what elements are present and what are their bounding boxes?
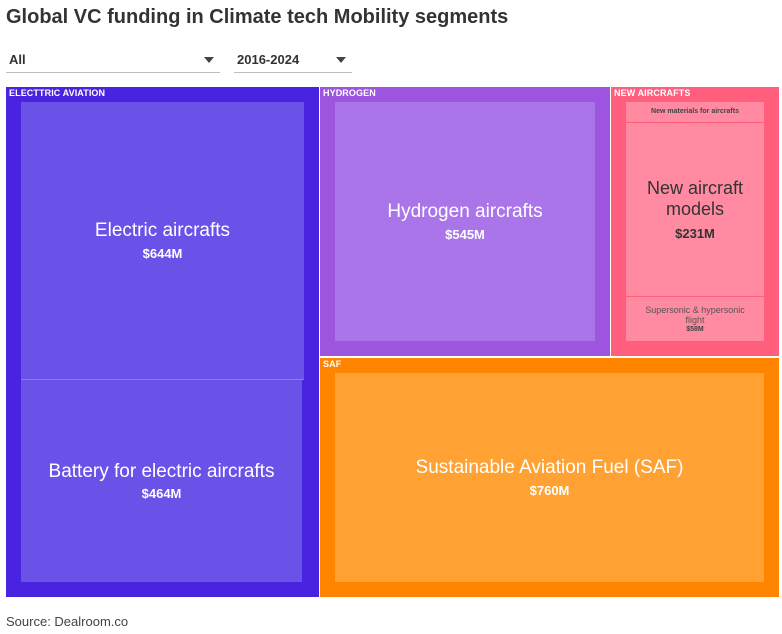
leaf-divider: [21, 379, 304, 380]
source-note: Source: Dealroom.co: [6, 614, 129, 629]
group-label: ELECTTRIC AVIATION: [9, 88, 106, 98]
chevron-down-icon: [204, 57, 214, 63]
leaf-new-materials[interactable]: New materials for aircrafts: [626, 102, 764, 122]
year-range-dropdown[interactable]: 2016-2024: [234, 48, 352, 73]
leaf-value: $231M: [675, 225, 715, 241]
leaf-new-aircraft-models[interactable]: New aircraft models $231M: [626, 123, 764, 296]
leaf-name: Battery for electric aircrafts: [48, 460, 275, 482]
leaf-name: Electric aircrafts: [94, 220, 231, 242]
leaf-name: Supersonic & hypersonic flight: [645, 304, 745, 325]
chevron-down-icon: [336, 57, 346, 63]
leaf-electric-aircrafts[interactable]: Electric aircrafts $644M: [21, 102, 304, 379]
leaf-name: Sustainable Aviation Fuel (SAF): [415, 457, 684, 479]
group-label: SAF: [323, 359, 342, 369]
leaf-value: $760M: [529, 482, 570, 498]
year-range-value: 2016-2024: [237, 52, 300, 67]
segment-dropdown[interactable]: All: [6, 48, 220, 73]
leaf-value: $545M: [445, 226, 485, 242]
chart-title: Global VC funding in Climate tech Mobili…: [6, 6, 509, 28]
leaf-hydrogen-aircrafts[interactable]: Hydrogen aircrafts $545M: [335, 102, 595, 341]
leaf-supersonic-flight[interactable]: Supersonic & hypersonic flight $58M: [626, 297, 764, 341]
segment-dropdown-value: All: [9, 52, 26, 67]
leaf-name: Hydrogen aircrafts: [387, 201, 543, 223]
leaf-saf[interactable]: Sustainable Aviation Fuel (SAF) $760M: [335, 373, 764, 582]
leaf-name: New materials for aircrafts: [651, 107, 739, 115]
leaf-value: $58M: [686, 326, 704, 334]
leaf-name: New aircraft models: [646, 178, 744, 219]
leaf-value: $644M: [142, 245, 183, 261]
leaf-battery-electric-aircrafts[interactable]: Battery for electric aircrafts $464M: [21, 380, 302, 582]
group-label: HYDROGEN: [323, 88, 376, 98]
leaf-value: $464M: [141, 486, 182, 502]
group-label: NEW AIRCRAFTS: [614, 88, 691, 98]
